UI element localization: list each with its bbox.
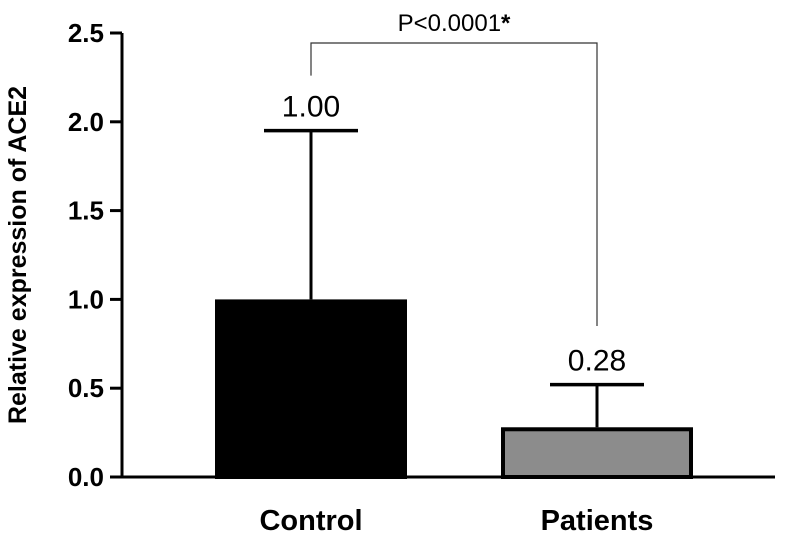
y-tick-label: 1.5 xyxy=(68,196,104,226)
x-tick-label: Patients xyxy=(541,505,654,537)
bars xyxy=(215,299,693,480)
y-tick-label: 0.0 xyxy=(68,462,104,492)
y-tick-label: 1.0 xyxy=(68,284,104,314)
significance-label: P<0.0001* xyxy=(398,10,511,37)
y-tick-label: 2.0 xyxy=(68,107,104,137)
labels: 1.00 Control 0.28 Patients xyxy=(259,91,653,537)
data-label: 0.28 xyxy=(568,345,626,378)
significance-bracket xyxy=(310,42,598,327)
x-tick-label: Control xyxy=(259,505,362,537)
significance-annotation: P<0.0001* xyxy=(310,10,598,327)
data-label: 1.00 xyxy=(282,91,340,124)
y-tick-label: 2.5 xyxy=(68,18,104,48)
bar-patients xyxy=(501,427,693,480)
significance-star: * xyxy=(501,10,511,37)
bar-control xyxy=(215,299,407,479)
y-axis-label: Relative expression of ACE2 xyxy=(4,86,32,424)
error-bars xyxy=(264,128,644,428)
y-tick-label: 0.5 xyxy=(68,373,104,403)
axes: 0.0 0.5 1.0 1.5 2.0 2.5 xyxy=(68,18,775,492)
p-value-text: P<0.0001 xyxy=(398,10,501,37)
